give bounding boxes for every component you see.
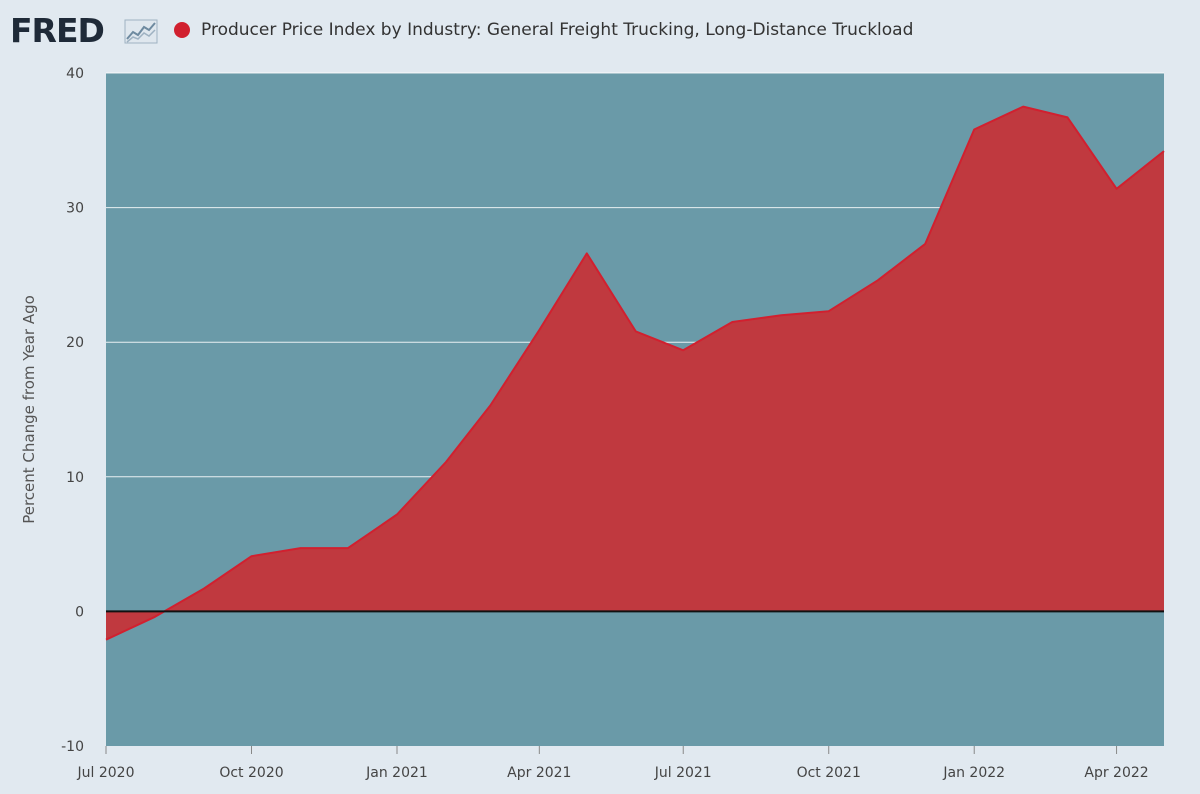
x-tick-label: Apr 2022: [1084, 765, 1148, 781]
series-area: [106, 106, 1164, 640]
y-tick-label: 0: [75, 604, 84, 620]
y-tick-label: 20: [66, 335, 84, 351]
x-tick-label: Jul 2021: [654, 765, 712, 781]
x-tick-label: Oct 2020: [219, 765, 283, 781]
series-line[interactable]: [105, 105, 1165, 641]
y-tick-label: -10: [61, 739, 84, 755]
x-tick-label: Jan 2021: [365, 765, 428, 781]
chart-header: FRED Producer Price Index by Industry: G…: [0, 0, 1200, 64]
y-axis-ticks: -10 0 10 20 30 40: [61, 66, 84, 755]
y-tick-label: 10: [66, 470, 84, 486]
y-tick-label: 30: [66, 201, 84, 217]
x-tick-label: Jul 2020: [77, 765, 135, 781]
x-tick-label: Oct 2021: [797, 765, 861, 781]
fred-logo[interactable]: FRED: [10, 11, 105, 50]
chart-title[interactable]: Producer Price Index by Industry: Genera…: [201, 20, 914, 40]
x-axis-ticks: Jul 2020 Oct 2020 Jan 2021 Apr 2021 Jul 2021…: [77, 746, 1149, 781]
x-tick-label: Jan 2022: [942, 765, 1005, 781]
x-tick-label: Apr 2021: [507, 765, 571, 781]
legend-series-marker: [174, 22, 190, 38]
y-tick-label: 40: [66, 66, 84, 82]
y-axis-title: Percent Change from Year Ago: [20, 295, 38, 524]
line-chart-icon: [124, 19, 158, 44]
